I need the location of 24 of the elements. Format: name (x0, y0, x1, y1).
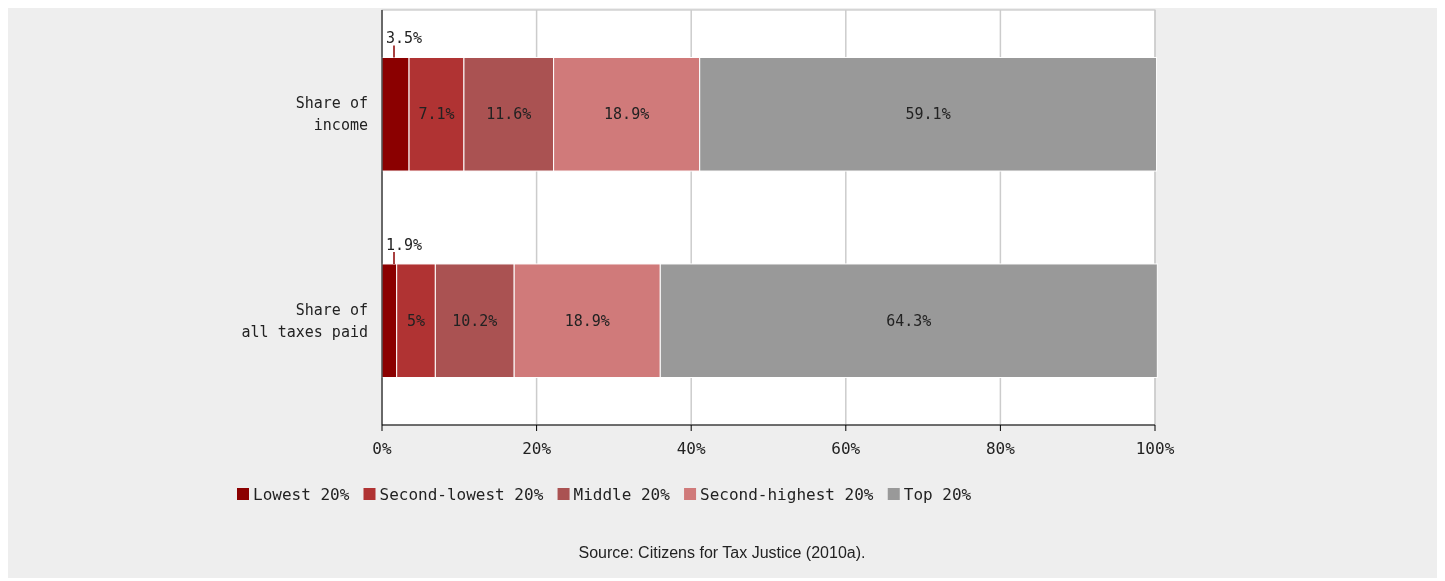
y-tick-label: Share of all taxes paid (241, 300, 368, 341)
x-tick-label: 60% (831, 439, 861, 458)
legend-label: Lowest 20% (253, 484, 350, 504)
data-label: 1.9% (386, 235, 423, 254)
data-label: 18.9% (564, 311, 610, 330)
source-note: Source: Citizens for Tax Justice (2010a). (578, 544, 866, 561)
x-tick-label: 80% (985, 439, 1016, 458)
legend-label: Top 20% (903, 484, 972, 504)
data-label: 10.2% (452, 311, 498, 330)
data-label: 64.3% (886, 311, 932, 330)
data-label: 11.6% (486, 105, 532, 124)
x-tick-label: 0% (372, 439, 392, 458)
x-tick-label: 100% (1135, 439, 1175, 458)
data-label: 3.5% (386, 29, 423, 48)
x-tick-label: 40% (676, 439, 707, 458)
data-label: 18.9% (604, 105, 650, 124)
legend-label: Second-highest 20% (700, 484, 874, 504)
legend-label: Second-lowest 20% (379, 484, 544, 504)
legend-label: Middle 20% (573, 484, 671, 504)
data-label: 7.1% (418, 105, 455, 124)
data-label: 5% (406, 311, 426, 330)
y-tick-label: Share of income (295, 94, 368, 135)
x-tick-label: 20% (522, 439, 552, 458)
data-label: 59.1% (905, 105, 951, 124)
